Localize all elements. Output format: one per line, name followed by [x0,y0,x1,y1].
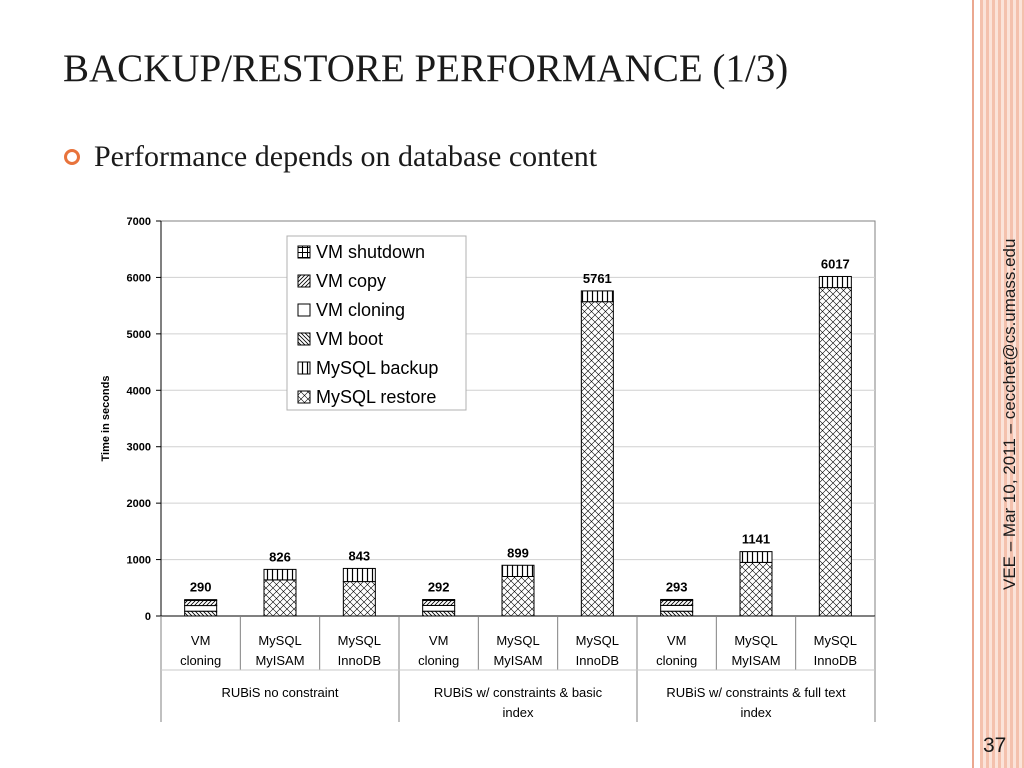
category-label: MyISAM [255,653,304,668]
legend-swatch [297,390,311,404]
bar-segment-vm-boot [422,610,456,617]
legend-entry: VM cloning [316,300,405,320]
legend-entry: VM shutdown [316,242,425,262]
group-label: index [740,705,772,720]
category-label: MySQL [258,633,301,648]
y-tick-label: 2000 [127,498,151,510]
decorative-stripes [980,0,1024,768]
bar-segment-mysql-restore [818,287,852,617]
y-tick-label: 6000 [127,272,151,284]
category-label: cloning [418,653,459,668]
bar-segment-mysql-backup [342,567,376,583]
bar-segment-mysql-restore [501,576,535,617]
bar-segment-vm-boot [184,610,218,617]
data-label: 5761 [583,271,612,286]
page-number: 37 [983,734,1007,757]
group-label: index [502,705,534,720]
category-label: MySQL [496,633,539,648]
bar-segment-mysql-backup [739,551,773,563]
legend-swatch [297,245,311,259]
y-tick-label: 4000 [127,385,151,397]
stripe-edge [972,0,974,768]
data-label: 826 [269,549,291,564]
category-label: MySQL [734,633,777,648]
data-label: 843 [348,548,370,563]
bar-segment-vm-copy [184,599,218,607]
bar-segment-mysql-backup [580,290,614,303]
bullet-circle-icon [64,149,80,165]
bar-segment-mysql-restore [263,579,297,617]
bar-segment-vm-copy [422,599,456,606]
bar-segment-mysql-restore [580,301,614,617]
legend-swatch [297,361,311,375]
side-note: VEE – Mar 10, 2011 – cecchet@cs.umass.ed… [1000,238,1019,590]
legend-swatch [297,332,311,346]
category-label: VM [191,633,211,648]
category-label: MySQL [338,633,381,648]
bar-segment-mysql-backup [818,275,852,289]
category-label: VM [667,633,687,648]
bar-segment-vm-shutdown [422,599,456,601]
y-tick-label: 3000 [127,442,151,454]
bullet-item: Performance depends on database content [64,140,597,174]
y-axis-label: Time in seconds [100,376,112,462]
group-label: RUBiS w/ constraints & basic [434,685,603,700]
category-label: cloning [656,653,697,668]
y-tick-label: 0 [145,611,151,623]
legend-swatch [297,303,311,317]
bar-segment-mysql-restore [739,561,773,617]
category-label: MySQL [576,633,619,648]
bar-segment-vm-cloning [660,604,694,612]
category-label: MyISAM [731,653,780,668]
y-tick-label: 1000 [127,555,151,567]
category-label: InnoDB [576,653,619,668]
legend: VM shutdown VM copy VM cloning VM boot MySQL… [286,235,467,411]
data-label: 899 [507,545,529,560]
data-label: 290 [190,580,212,595]
bars: 290 826 843 292 899 5761 293 1141 6017 [184,256,852,617]
category-label: InnoDB [814,653,857,668]
bar-segment-vm-boot [660,610,694,617]
legend-box [286,235,467,411]
legend-swatch [297,274,311,288]
group-label: RUBiS no constraint [221,685,338,700]
category-label: VM [429,633,449,648]
legend-entry: MySQL backup [316,358,438,378]
bar-segment-vm-shutdown [184,599,218,601]
bar-segment-mysql-backup [263,568,297,581]
data-label: 6017 [821,256,850,271]
bullet-text: Performance depends on database content [94,140,598,173]
bar-segment-vm-cloning [422,604,456,612]
legend-entry: MySQL restore [316,387,436,407]
category-label: MyISAM [493,653,542,668]
y-tick-label: 7000 [127,216,151,228]
category-label: cloning [180,653,221,668]
slide-title: BACKUP/RESTORE PERFORMANCE (1/3) [63,47,789,90]
data-label: 292 [428,580,450,595]
category-label: MySQL [814,633,857,648]
data-label: 293 [666,579,688,594]
data-label: 1141 [742,532,770,547]
legend-entry: VM boot [316,329,383,349]
grid [160,220,876,617]
legend-entry: VM copy [316,271,386,291]
group-label: RUBiS w/ constraints & full text [666,685,846,700]
axes: 0 1000 2000 3000 4000 5000 6000 7000 Time in sec… [100,216,876,722]
bar-segment-mysql-restore [342,581,376,617]
bar-segment-mysql-backup [501,564,535,577]
bar-segment-vm-cloning [184,605,218,612]
category-label: InnoDB [338,653,381,668]
plot-area [160,220,876,617]
y-tick-label: 5000 [127,329,151,341]
bar-segment-vm-shutdown [660,598,694,601]
bar-segment-vm-copy [660,599,694,606]
